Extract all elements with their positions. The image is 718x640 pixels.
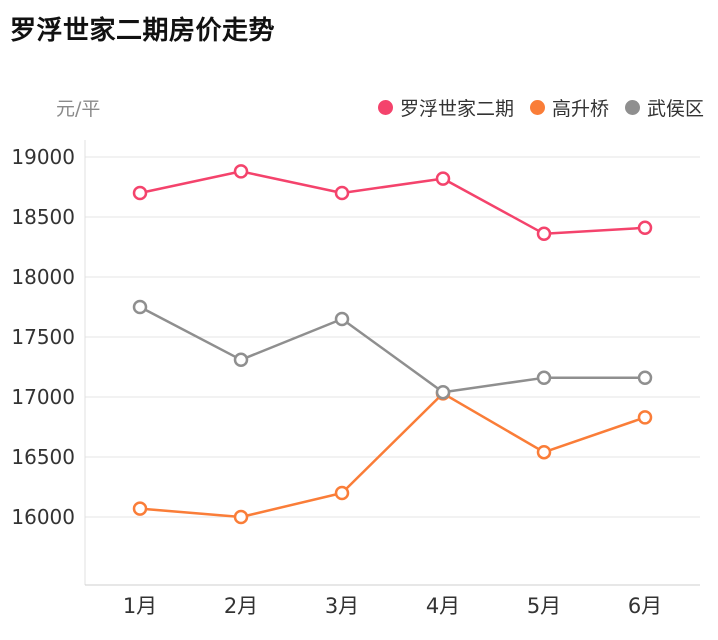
legend-item-series-1[interactable]: 罗浮世家二期 xyxy=(377,94,514,121)
data-point[interactable] xyxy=(233,509,249,525)
y-tick-label: 18500 xyxy=(11,205,75,229)
series-line xyxy=(138,170,647,236)
data-point[interactable] xyxy=(536,444,552,460)
data-point[interactable] xyxy=(435,384,451,400)
data-point[interactable] xyxy=(536,370,552,386)
data-point[interactable] xyxy=(132,501,148,516)
y-tick-label: 17000 xyxy=(11,385,75,409)
data-point[interactable] xyxy=(233,352,249,368)
data-point[interactable] xyxy=(637,370,653,386)
y-tick-label: 17500 xyxy=(11,325,75,349)
data-point[interactable] xyxy=(132,299,148,315)
x-tick-label: 6月 xyxy=(628,594,662,618)
x-tick-label: 5月 xyxy=(527,594,561,618)
data-point[interactable] xyxy=(334,185,350,201)
legend-dot-series-2 xyxy=(529,100,545,115)
series-line xyxy=(138,305,647,394)
series-line xyxy=(138,392,647,519)
x-tick-label: 4月 xyxy=(426,594,460,618)
data-point[interactable] xyxy=(334,485,350,501)
chart-title: 罗浮世家二期房价走势 xyxy=(10,16,276,46)
legend-item-series-3[interactable]: 武侯区 xyxy=(624,94,704,121)
data-point[interactable] xyxy=(233,164,249,179)
y-tick-label: 19000 xyxy=(11,145,75,169)
data-point[interactable] xyxy=(334,311,350,327)
y-tick-label: 16000 xyxy=(11,505,75,529)
legend-dot-series-3 xyxy=(624,100,640,115)
legend-label-series-3: 武侯区 xyxy=(646,98,704,120)
data-point[interactable] xyxy=(536,226,552,242)
data-point[interactable] xyxy=(435,171,451,186)
chart-legend: 罗浮世家二期 高升桥 武侯区 xyxy=(377,94,704,121)
x-tick-label: 3月 xyxy=(325,594,359,618)
legend-dot-series-1 xyxy=(377,100,393,115)
y-axis-unit-label: 元/平 xyxy=(56,98,101,120)
legend-label-series-1: 罗浮世家二期 xyxy=(399,98,514,120)
y-tick-label: 18000 xyxy=(11,265,75,289)
data-point[interactable] xyxy=(637,410,653,425)
x-tick-label: 2月 xyxy=(224,594,258,618)
data-point[interactable] xyxy=(637,220,653,236)
data-point[interactable] xyxy=(132,185,148,201)
y-tick-label: 16500 xyxy=(11,445,75,469)
legend-label-series-2: 高升桥 xyxy=(551,98,609,120)
x-tick-label: 1月 xyxy=(123,594,157,618)
legend-item-series-2[interactable]: 高升桥 xyxy=(529,94,609,121)
